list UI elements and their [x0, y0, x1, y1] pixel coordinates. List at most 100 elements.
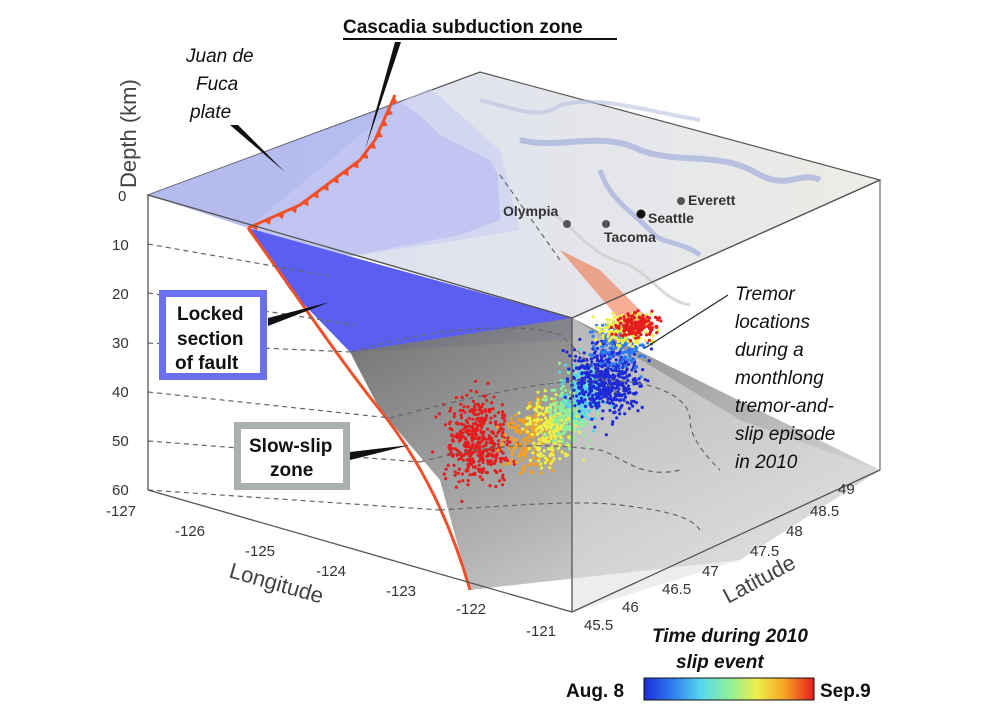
tremor-point — [501, 476, 505, 480]
depth-tick: 40 — [112, 384, 129, 401]
tremor-point — [574, 354, 578, 358]
tremor-point — [486, 462, 490, 466]
tremor-point — [497, 479, 502, 483]
tremor-point — [446, 463, 450, 467]
tremor-point — [606, 333, 611, 337]
tremor-point — [527, 447, 531, 451]
lon-tick: -125 — [245, 543, 275, 560]
tremor-point — [584, 390, 588, 394]
tremor-point — [476, 453, 480, 457]
tremor-point — [594, 337, 598, 341]
tremor-point — [644, 320, 649, 324]
lon-tick: -121 — [526, 623, 556, 640]
tremor-annotation: Tremor locations during a monthlong trem… — [644, 284, 835, 473]
tremor-point — [581, 409, 585, 413]
tremor-point — [633, 311, 637, 315]
tremor-point — [532, 429, 536, 433]
tremor-point — [575, 366, 579, 370]
tremor-point — [643, 355, 647, 359]
title-group: Cascadia subduction zone — [343, 17, 617, 150]
colorbar-bar — [643, 677, 815, 701]
tremor-point — [609, 397, 613, 401]
tremor-point — [494, 420, 498, 424]
tremor-point — [614, 404, 618, 408]
tremor-point — [565, 350, 569, 354]
tremor-point — [596, 340, 600, 344]
tremor-point — [452, 463, 456, 467]
svg-text:Juan de: Juan de — [185, 46, 254, 67]
tremor-point — [633, 340, 637, 345]
tremor-point — [481, 410, 485, 414]
tremor-point — [593, 425, 597, 429]
tremor-point — [503, 419, 507, 423]
tremor-point — [633, 360, 637, 364]
tremor-point — [602, 340, 606, 344]
tremor-point — [634, 379, 638, 383]
tremor-point — [531, 451, 535, 455]
tremor-point — [549, 397, 554, 401]
tremor-point — [493, 414, 497, 418]
tremor-point — [470, 445, 474, 449]
tremor-point — [561, 417, 566, 421]
tremor-point — [498, 423, 502, 427]
tremor-point — [503, 433, 507, 437]
tremor-point — [488, 410, 492, 414]
tremor-point — [578, 400, 582, 404]
tremor-point — [521, 427, 525, 431]
tremor-point — [579, 424, 584, 428]
tremor-point — [606, 363, 610, 367]
tremor-point — [539, 471, 543, 475]
tremor-point — [601, 400, 605, 404]
tremor-point — [536, 404, 540, 408]
tremor-point — [603, 325, 607, 330]
tremor-point — [451, 439, 455, 443]
depth-tick: 60 — [112, 482, 129, 499]
tremor-point — [622, 389, 626, 393]
tremor-point — [600, 389, 604, 393]
svg-text:Fuca: Fuca — [196, 74, 238, 95]
tremor-point — [594, 402, 599, 406]
city-seattle: Seattle — [648, 210, 694, 226]
svg-text:of fault: of fault — [175, 353, 239, 374]
tremor-point — [525, 423, 529, 427]
tremor-point — [624, 319, 628, 324]
tremor-point — [534, 423, 538, 427]
tremor-point — [518, 431, 522, 435]
tremor-point — [592, 345, 596, 349]
tremor-point — [507, 425, 511, 429]
tremor-point — [577, 409, 581, 413]
tremor-point — [488, 441, 492, 445]
tremor-point — [564, 454, 568, 458]
tremor-point — [659, 319, 663, 323]
tremor-point — [487, 453, 491, 458]
tremor-point — [642, 345, 646, 350]
tremor-point — [602, 371, 606, 375]
tremor-point — [616, 373, 621, 377]
tremor-point — [528, 419, 532, 423]
depth-tick: 20 — [112, 286, 129, 303]
tremor-point — [617, 382, 621, 386]
tremor-point — [477, 449, 481, 453]
tremor-point — [611, 402, 616, 406]
tremor-point — [473, 444, 477, 448]
tremor-point — [602, 391, 606, 395]
tremor-point — [478, 441, 482, 445]
tremor-point — [546, 440, 550, 444]
fault-edge-red — [560, 250, 660, 330]
tremor-point — [496, 431, 500, 435]
tremor-point — [460, 499, 464, 503]
tremor-point — [624, 325, 628, 329]
tremor-point — [575, 421, 579, 426]
tremor-point — [607, 318, 612, 322]
tremor-point — [460, 395, 464, 399]
tremor-point — [631, 365, 636, 369]
tremor-point — [455, 432, 459, 436]
tremor-point — [473, 379, 478, 383]
tremor-point — [629, 360, 634, 364]
everett-dot — [677, 197, 685, 205]
lon-tick: -126 — [175, 523, 205, 540]
tremor-point — [501, 463, 505, 467]
tremor-point — [476, 402, 480, 406]
tremor-point — [619, 333, 623, 337]
tremor-point — [525, 436, 529, 440]
